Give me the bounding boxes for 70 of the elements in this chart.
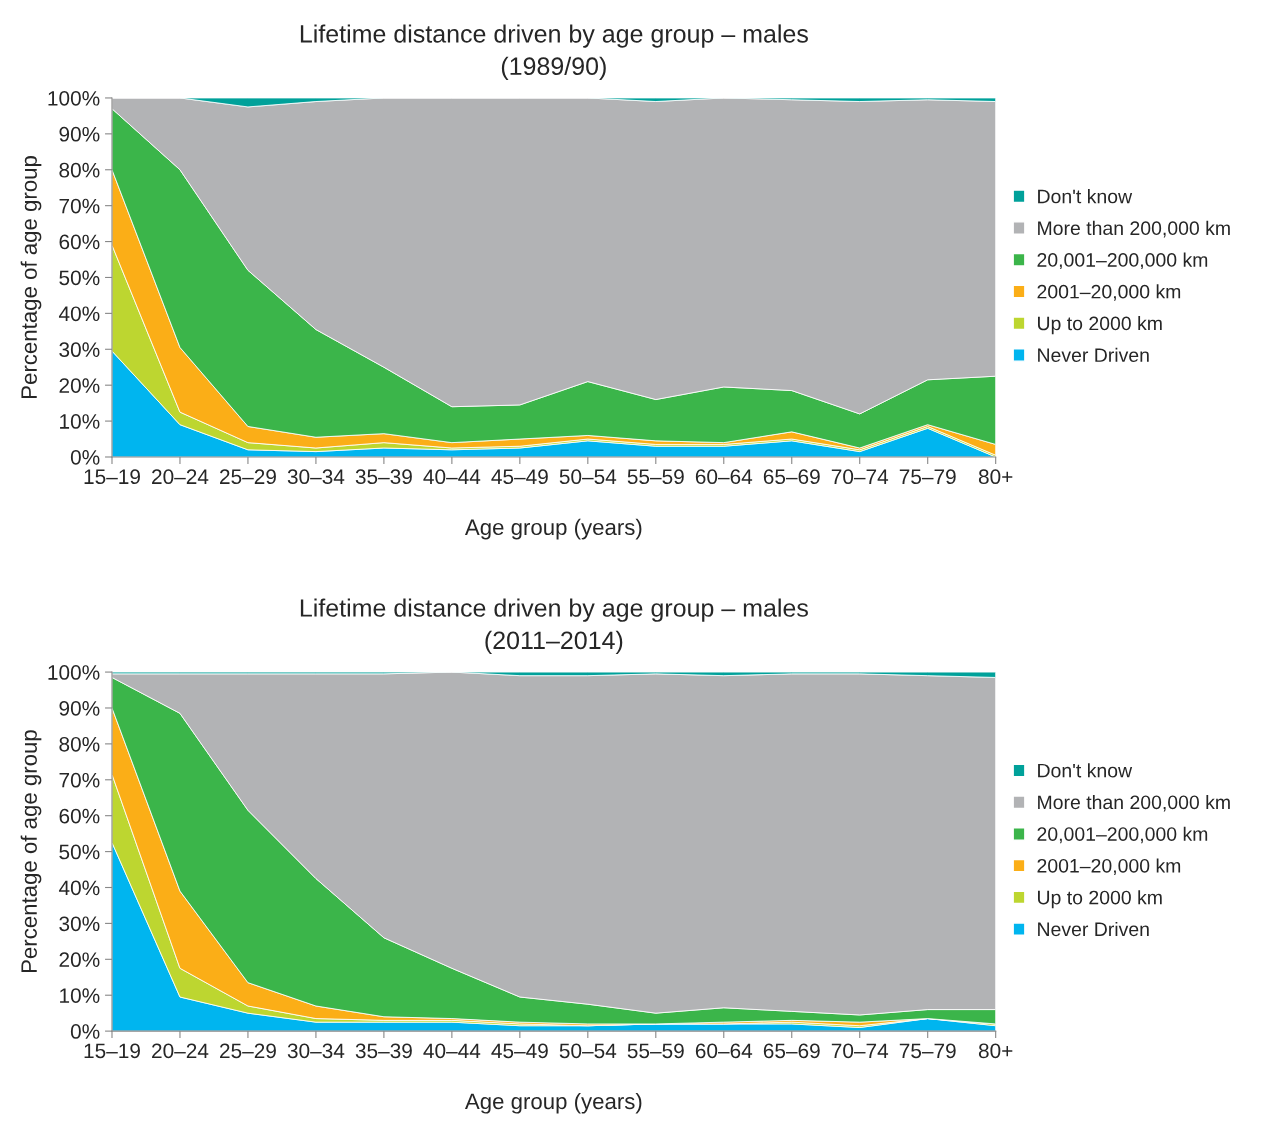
y-tick-label: 60%	[59, 808, 100, 824]
y-tick-label: 40%	[58, 880, 100, 896]
y-axis-title: Percentage of age group	[20, 156, 42, 398]
y-tick-label: 40%	[58, 306, 100, 322]
legend-label: 2001–20,000 km	[1037, 858, 1181, 875]
x-tick-label: 40–44	[423, 469, 481, 485]
y-tick-label: 100%	[48, 665, 100, 680]
x-tick-label: 40–44	[423, 1043, 481, 1059]
legend-label: 2001–20,000 km	[1037, 284, 1181, 301]
chart-subtitle: (2011–2014)	[485, 630, 623, 655]
y-tick-label: 90%	[59, 700, 100, 716]
x-tick-label: 60–64	[695, 469, 753, 485]
x-tick-label: 50–54	[559, 1043, 617, 1059]
x-axis-title: Age group (years)	[464, 1092, 642, 1114]
legend-label: Up to 2000 km	[1038, 890, 1162, 909]
x-tick-label: 35–39	[355, 1043, 412, 1059]
x-tick-label: 75–79	[899, 469, 956, 485]
x-tick-label: 65–69	[763, 1043, 820, 1059]
x-tick-label: 60–64	[695, 1043, 753, 1059]
x-tick-label: 25–29	[220, 469, 276, 485]
x-tick-label: 15–19	[84, 1043, 140, 1059]
x-tick-label: 50–54	[559, 469, 617, 485]
x-tick-label: 70–74	[831, 1043, 889, 1059]
x-tick-label: 65–69	[763, 469, 820, 485]
x-tick-label: 25–29	[220, 1043, 276, 1059]
chart-subtitle: (1989/90)	[501, 56, 606, 80]
chart-title: Lifetime distance driven by age group – males	[300, 598, 808, 622]
y-tick-label: 70%	[59, 772, 100, 788]
y-tick-label: 90%	[59, 126, 100, 142]
x-tick-label: 80+	[978, 1043, 1013, 1059]
x-tick-label: 35–39	[355, 469, 412, 485]
y-tick-label: 10%	[60, 414, 100, 429]
legend-label: Never Driven	[1038, 347, 1149, 363]
y-tick-label: 0%	[70, 449, 100, 465]
chart-title: Lifetime distance driven by age group – males	[300, 24, 808, 48]
legend-label: Up to 2000 km	[1038, 316, 1162, 335]
legend-label: Don't know	[1038, 189, 1133, 204]
x-tick-label: 20–24	[152, 1043, 209, 1059]
x-tick-label: 70–74	[831, 469, 889, 485]
x-tick-label: 80+	[978, 469, 1013, 485]
legend-label: 20,001–200,000 km	[1037, 252, 1208, 270]
y-tick-label: 60%	[59, 234, 100, 250]
x-axis-title: Age group (years)	[464, 518, 642, 540]
y-tick-label: 20%	[59, 378, 100, 393]
x-tick-label: 20–24	[152, 469, 209, 485]
y-tick-label: 30%	[59, 916, 100, 932]
y-tick-label: 20%	[59, 952, 100, 968]
legend-label: More than 200,000 km	[1038, 220, 1230, 238]
y-tick-label: 80%	[59, 162, 100, 178]
x-tick-label: 30–34	[287, 469, 345, 485]
x-tick-label: 45–49	[491, 469, 548, 485]
legend-label: Never Driven	[1038, 921, 1149, 937]
y-tick-label: 100%	[48, 90, 100, 106]
y-tick-label: 30%	[59, 342, 100, 358]
y-axis-title: Percentage of age group	[20, 730, 42, 973]
x-tick-label: 75–79	[899, 1043, 956, 1059]
x-tick-label: 55–59	[627, 469, 684, 485]
legend-label: More than 200,000 km	[1038, 794, 1230, 812]
y-tick-label: 0%	[70, 1024, 100, 1039]
y-tick-label: 10%	[60, 988, 100, 1003]
legend-label: Don't know	[1038, 763, 1133, 778]
y-tick-label: 50%	[59, 270, 100, 286]
legend-label: 20,001–200,000 km	[1037, 826, 1208, 844]
x-tick-label: 15–19	[84, 469, 140, 485]
x-tick-label: 45–49	[491, 1043, 548, 1059]
y-tick-label: 50%	[59, 844, 100, 860]
x-tick-label: 55–59	[627, 1043, 684, 1059]
y-tick-label: 70%	[59, 198, 100, 214]
x-tick-label: 30–34	[287, 1043, 345, 1059]
y-tick-label: 80%	[59, 736, 100, 752]
